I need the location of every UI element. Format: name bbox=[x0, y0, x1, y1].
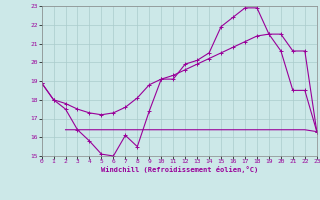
X-axis label: Windchill (Refroidissement éolien,°C): Windchill (Refroidissement éolien,°C) bbox=[100, 166, 258, 173]
